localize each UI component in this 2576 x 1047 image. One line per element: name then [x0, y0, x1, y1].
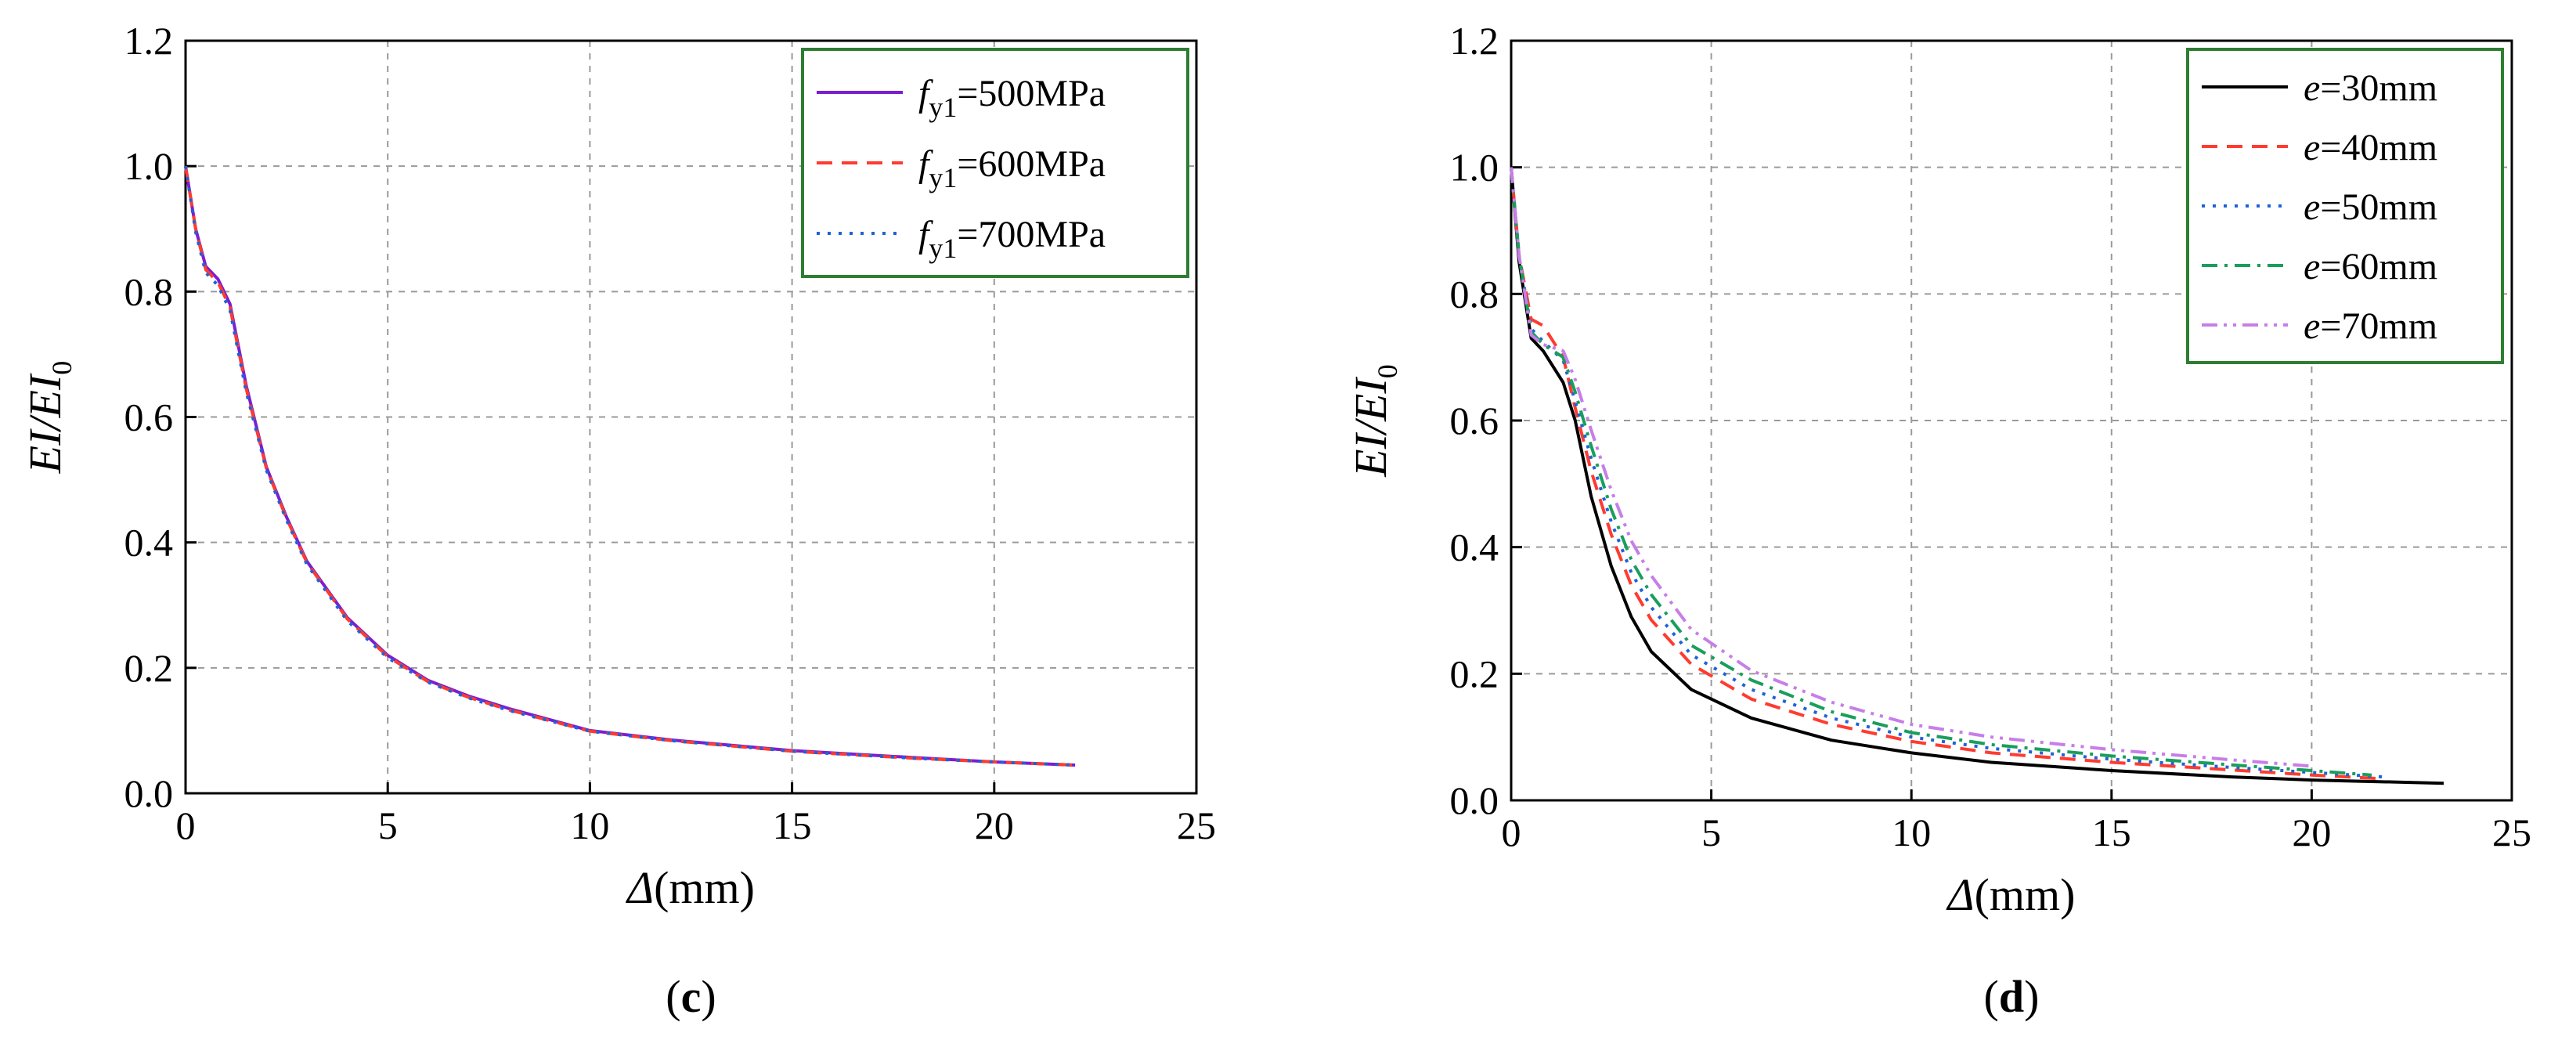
x-tick-label: 15 — [773, 803, 812, 847]
y-tick-label: 0.2 — [124, 646, 174, 690]
legend-label-e=30mm: e=30mm — [2304, 67, 2437, 109]
x-tick-label: 25 — [2492, 811, 2531, 854]
x-axis-title-d: Δ(mm) — [1946, 869, 2076, 920]
y-tick-label: 0.4 — [124, 521, 174, 565]
y-tick-label: 0.8 — [1450, 272, 1499, 316]
legend-c: fy1=500MPa fy1=600MPa fy1=700MPa — [801, 48, 1189, 278]
x-tick-label: 5 — [378, 803, 398, 847]
legend-label-fy1=600MPa: fy1=600MPa — [918, 143, 1106, 193]
y-tick-label: 0.0 — [124, 771, 174, 815]
y-axis-title-c: EI/EI0 — [20, 361, 78, 475]
y-tick-label: 1.2 — [124, 19, 174, 63]
y-tick-label: 0.4 — [1450, 525, 1499, 569]
y-tick-label: 0.0 — [1450, 778, 1499, 822]
series-line-fy1=700MPa — [184, 165, 1076, 767]
ticks-d: 0 5 10 15 20 25 0.0 0.2 0.4 0.6 0.8 1.0 1.2 — [1450, 19, 2532, 854]
series-line-e=30mm — [1510, 167, 2444, 785]
legend-label-e=60mm: e=60mm — [2304, 246, 2437, 287]
legend-label-fy1=700MPa: fy1=700MPa — [918, 214, 1106, 264]
series-line-e=60mm — [1510, 167, 2372, 777]
x-tick-label: 10 — [1892, 811, 1931, 854]
panel-label-c: (c) — [666, 971, 716, 1022]
series-line-e=70mm — [1510, 167, 2312, 768]
y-tick-label: 1.2 — [1450, 19, 1499, 63]
y-tick-label: 0.6 — [124, 395, 174, 439]
legend-label-e=70mm: e=70mm — [2304, 305, 2437, 347]
y-tick-label: 0.8 — [124, 269, 174, 313]
legend-box — [2186, 48, 2504, 364]
legend-label-e=40mm: e=40mm — [2304, 127, 2437, 168]
y-tick-label: 1.0 — [1450, 146, 1499, 190]
legend-label-fy1=500MPa: fy1=500MPa — [918, 73, 1106, 123]
x-tick-label: 0 — [1502, 811, 1521, 854]
y-axis-title-d: EI/EI0 — [1345, 364, 1403, 478]
x-tick-label: 20 — [2292, 811, 2331, 854]
panel-label-d: (d) — [1984, 971, 2040, 1022]
y-tick-label: 0.2 — [1450, 652, 1499, 695]
legend-d: e=30mm e=40mm e=50mm e=60mm e=70mm — [2186, 48, 2504, 364]
x-tick-label: 10 — [570, 803, 609, 847]
x-tick-label: 0 — [176, 803, 196, 847]
x-tick-label: 25 — [1177, 803, 1216, 847]
x-tick-label: 20 — [975, 803, 1014, 847]
series-line-e=40mm — [1510, 167, 2384, 781]
series-c — [184, 165, 1076, 767]
x-tick-label: 15 — [2092, 811, 2131, 854]
y-tick-label: 0.6 — [1450, 399, 1499, 442]
ticks-c: 0 5 10 15 20 25 0.0 0.2 0.4 0.6 0.8 1.0 1.2 — [124, 19, 1217, 847]
y-tick-label: 1.0 — [124, 144, 174, 188]
x-axis-title-c: Δ(mm) — [626, 862, 755, 913]
legend-label-e=50mm: e=50mm — [2304, 186, 2437, 228]
series-d — [1510, 167, 2444, 785]
panel-d: 0 5 10 15 20 250.00.20.40.60.81.01.2 e=30mme=… — [1345, 19, 2531, 1022]
panel-c: 0 5 10 15 20 25 0.0 0.2 0.4 0.6 0.8 1.0 1.2 fy1=500M… — [20, 19, 1216, 1022]
x-tick-label: 5 — [1701, 811, 1721, 854]
